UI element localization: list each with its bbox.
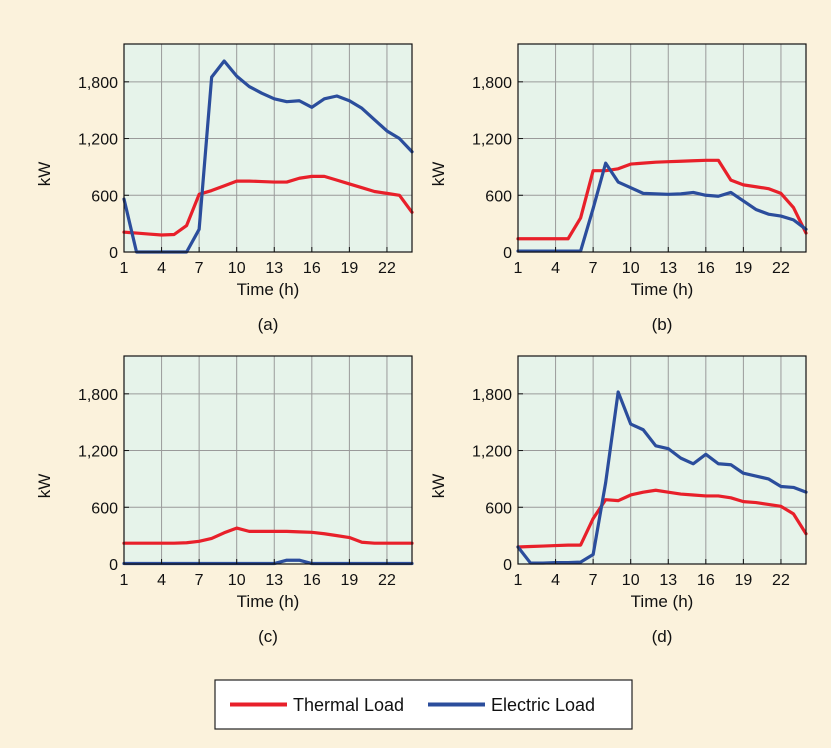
y-tick-label-a-3: 1,800 (78, 75, 118, 92)
plot-area-d (518, 356, 806, 564)
series-line-b-thermal (516, 158, 808, 241)
y-tick-label-b-3: 1,800 (472, 75, 512, 92)
y-tick-label-b-2: 1,200 (472, 132, 512, 149)
y-tick-label-a-1: 600 (91, 188, 118, 205)
series-line-b-electric (516, 161, 808, 253)
x-tick-label-c-5: 16 (303, 572, 321, 589)
y-tick-label-b-1: 600 (485, 188, 512, 205)
x-tick-label-a-0: 1 (120, 260, 129, 277)
y-tick-label-a-2: 1,200 (78, 132, 118, 149)
x-tick-label-c-4: 13 (265, 572, 283, 589)
x-axis-title-c: Time (h) (237, 592, 300, 611)
panel-c: 1 4 7 10 13 16 19 22 0 600 1,200 1,800 Time (h) kW (c) (35, 355, 414, 646)
x-tick-label-d-1: 4 (551, 572, 560, 589)
x-tick-label-b-2: 7 (589, 260, 598, 277)
x-tick-label-a-2: 7 (195, 260, 204, 277)
x-tick-label-d-0: 1 (514, 572, 523, 589)
x-tick-label-a-7: 22 (378, 260, 396, 277)
legend-label-electric: Electric Load (491, 695, 595, 715)
x-tick-label-a-5: 16 (303, 260, 321, 277)
x-axis-title-b: Time (h) (631, 280, 694, 299)
panel-d: 1 4 7 10 13 16 19 22 0 600 1,200 1,800 Time (h) kW (d) (429, 355, 808, 646)
x-tick-label-c-1: 4 (157, 572, 166, 589)
x-tick-label-d-5: 16 (697, 572, 715, 589)
x-tick-label-b-0: 1 (514, 260, 523, 277)
legend-label-thermal: Thermal Load (293, 695, 404, 715)
y-axis-title-d: kW (429, 474, 448, 499)
y-axis-title-a: kW (35, 162, 54, 187)
y-tick-label-c-0: 0 (109, 557, 118, 574)
plot-area-a (124, 44, 412, 252)
series-line-d-thermal (516, 488, 808, 549)
y-tick-label-a-0: 0 (109, 245, 118, 262)
panel-b: 1 4 7 10 13 16 19 22 0 600 1,200 1,800 Time (h) kW (b) (429, 43, 808, 334)
y-tick-label-c-2: 1,200 (78, 444, 118, 461)
panel-label-a: (a) (258, 315, 279, 334)
panel-label-d: (d) (652, 627, 673, 646)
y-tick-label-c-1: 600 (91, 500, 118, 517)
x-tick-label-c-3: 10 (228, 572, 246, 589)
x-tick-label-b-1: 4 (551, 260, 560, 277)
x-axis-title-d: Time (h) (631, 592, 694, 611)
x-tick-label-c-6: 19 (340, 572, 358, 589)
x-tick-label-b-7: 22 (772, 260, 790, 277)
legend: Thermal Load Electric Load (214, 679, 633, 730)
panel-a: 1 4 7 10 13 16 19 22 0 600 1,200 1,800 Time (h) kW (a) (35, 43, 414, 334)
x-tick-label-a-4: 13 (265, 260, 283, 277)
series-line-a-thermal (122, 174, 414, 237)
x-tick-label-a-3: 10 (228, 260, 246, 277)
y-tick-label-c-3: 1,800 (78, 387, 118, 404)
y-tick-label-d-3: 1,800 (472, 387, 512, 404)
x-tick-label-d-4: 13 (659, 572, 677, 589)
x-axis-title-a: Time (h) (237, 280, 300, 299)
x-tick-label-a-1: 4 (157, 260, 166, 277)
x-tick-label-b-5: 16 (697, 260, 715, 277)
x-tick-label-d-3: 10 (622, 572, 640, 589)
x-tick-label-b-6: 19 (734, 260, 752, 277)
plot-frame-a (123, 43, 413, 253)
y-tick-label-d-0: 0 (503, 557, 512, 574)
plot-area-c (124, 356, 412, 564)
y-axis-title-b: kW (429, 162, 448, 187)
x-tick-label-d-6: 19 (734, 572, 752, 589)
x-tick-label-d-2: 7 (589, 572, 598, 589)
series-line-d-electric (516, 390, 808, 565)
x-tick-label-c-7: 22 (378, 572, 396, 589)
y-axis-title-c: kW (35, 474, 54, 499)
x-tick-label-d-7: 22 (772, 572, 790, 589)
x-tick-label-c-2: 7 (195, 572, 204, 589)
series-line-c-thermal (122, 526, 414, 545)
x-tick-label-b-3: 10 (622, 260, 640, 277)
plot-frame-c (123, 355, 413, 565)
panel-label-c: (c) (258, 627, 278, 646)
plot-area-b (518, 44, 806, 252)
plot-frame-d (517, 355, 807, 565)
x-tick-label-a-6: 19 (340, 260, 358, 277)
y-tick-label-b-0: 0 (503, 245, 512, 262)
x-tick-label-c-0: 1 (120, 572, 129, 589)
y-tick-label-d-2: 1,200 (472, 444, 512, 461)
y-tick-label-d-1: 600 (485, 500, 512, 517)
panel-label-b: (b) (652, 315, 673, 334)
plot-frame-b (517, 43, 807, 253)
x-tick-label-b-4: 13 (659, 260, 677, 277)
